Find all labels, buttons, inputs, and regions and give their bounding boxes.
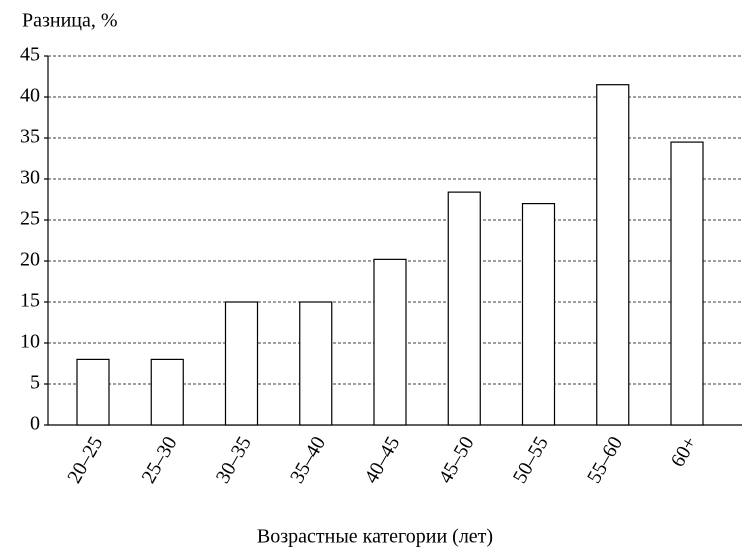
y-tick-label: 35 [20,126,40,148]
bar [596,84,630,426]
x-tick-label: 60+ [667,433,702,471]
y-tick-label: 10 [20,331,40,353]
y-tick-label: 20 [20,249,40,271]
bar [224,301,259,426]
y-tick-label: 40 [20,85,40,107]
y-tick-label: 5 [30,372,40,394]
x-tick-label: 40–45 [360,433,404,487]
x-tick-label: 20–25 [63,433,107,487]
bar [76,358,110,426]
y-tick-label: 0 [30,413,40,435]
bar [299,301,333,426]
x-tick-label: 55–60 [583,433,627,487]
x-tick-label: 45–50 [435,433,479,487]
x-axis-title: Возрастные категории (лет) [257,526,493,548]
x-tick-label: 35–40 [286,433,330,487]
y-tick-label: 45 [20,44,40,66]
bar [447,191,481,426]
bar [670,141,704,426]
bar [521,203,556,426]
bar [373,258,407,426]
x-tick-label: 25–30 [138,433,182,487]
y-tick-label: 25 [20,208,40,230]
x-tick-label: 50–55 [509,433,553,487]
x-tick-label: 30–35 [212,433,256,487]
y-tick-label: 15 [20,290,40,312]
bar [150,358,184,426]
y-axis-title: Разница, % [22,10,118,32]
y-tick-label: 30 [20,167,40,189]
